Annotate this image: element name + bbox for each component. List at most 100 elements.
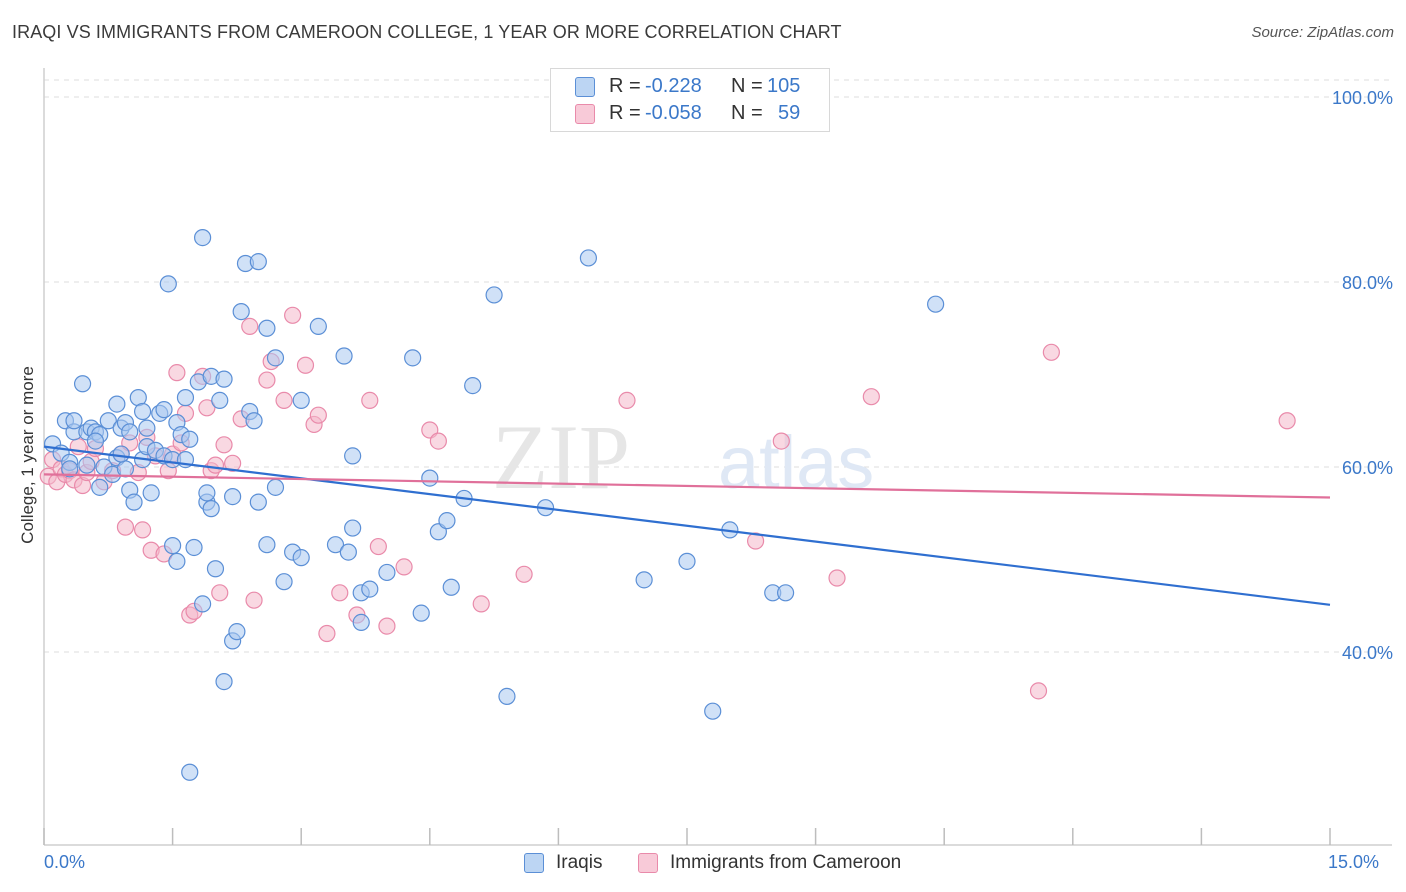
data-point <box>772 432 790 450</box>
data-point <box>704 702 722 720</box>
legend-r-value: -0.058 <box>645 102 702 124</box>
data-point <box>116 518 135 536</box>
data-point <box>258 371 276 389</box>
data-point <box>344 447 362 465</box>
data-point <box>249 493 267 511</box>
data-point <box>194 229 212 247</box>
x-tick-label-min: 0.0% <box>44 852 86 872</box>
data-point <box>206 560 225 578</box>
data-point <box>828 569 846 587</box>
data-point <box>1042 343 1060 361</box>
data-point <box>438 512 456 530</box>
trend-line-cameroon <box>43 473 1331 499</box>
data-point <box>116 460 135 478</box>
data-point <box>352 613 370 632</box>
data-point <box>168 552 186 570</box>
legend-n-value: 105 <box>767 75 801 97</box>
data-point <box>292 549 310 567</box>
data-point <box>133 402 152 421</box>
data-point <box>211 584 229 602</box>
legend-label-cameroon: Immigrants from Cameroon <box>670 852 902 873</box>
data-point <box>91 478 109 496</box>
data-point <box>258 319 276 337</box>
data-point <box>404 349 422 367</box>
data-point <box>211 391 229 409</box>
source-credit: Source: ZipAtlas.com <box>1251 24 1394 41</box>
data-point <box>99 412 117 430</box>
correlation-legend: R = -0.228 N = 105 R = -0.058 N = 59 <box>550 68 830 132</box>
data-point <box>65 412 83 430</box>
legend-n-value: 59 <box>778 102 801 124</box>
data-point <box>78 456 96 474</box>
data-point <box>429 432 447 450</box>
data-point <box>125 493 143 511</box>
data-point <box>927 295 945 313</box>
trend-lines <box>43 445 1331 606</box>
data-point <box>86 432 105 450</box>
data-point <box>249 253 267 271</box>
data-point <box>776 584 795 602</box>
data-point <box>224 488 242 506</box>
data-point <box>326 536 345 554</box>
data-point <box>108 395 126 413</box>
data-point <box>344 519 362 537</box>
data-point <box>232 303 250 321</box>
data-point <box>241 317 259 335</box>
data-point <box>275 391 293 409</box>
data-point <box>331 584 349 602</box>
trend-line-iraqis <box>43 445 1331 606</box>
data-point <box>181 430 199 448</box>
legend-swatch-pink <box>575 104 595 124</box>
data-point <box>485 286 503 304</box>
data-point <box>198 399 216 417</box>
legend-label-iraqis: Iraqis <box>556 852 603 873</box>
data-point <box>266 349 285 367</box>
data-point <box>198 484 216 502</box>
data-point <box>318 624 336 643</box>
data-point <box>412 604 430 622</box>
y-tick-label: 80.0% <box>1342 273 1393 293</box>
data-point <box>1029 682 1048 700</box>
gridlines <box>44 79 1392 653</box>
data-point <box>498 687 516 706</box>
data-point <box>142 484 160 502</box>
data-point <box>206 456 225 474</box>
watermark: ZIP atlas <box>492 406 874 508</box>
watermark-atlas: atlas <box>718 421 874 504</box>
data-point <box>176 389 195 407</box>
data-point <box>395 558 413 576</box>
data-point <box>275 573 293 591</box>
data-point <box>296 356 315 374</box>
data-point <box>361 580 379 598</box>
data-point <box>746 532 765 550</box>
data-point <box>258 536 276 554</box>
data-point <box>369 537 387 556</box>
data-point <box>335 347 353 365</box>
data-point <box>61 460 79 478</box>
y-tick-label: 40.0% <box>1342 643 1393 663</box>
data-point <box>378 563 396 582</box>
data-point <box>159 275 177 293</box>
data-point <box>215 370 233 388</box>
data-point <box>121 423 139 441</box>
data-point <box>266 478 285 496</box>
data-point <box>168 364 186 382</box>
legend-r-value: -0.228 <box>645 75 702 97</box>
data-point <box>155 401 173 419</box>
data-point <box>862 388 880 406</box>
data-point <box>515 565 533 583</box>
data-point <box>339 543 357 561</box>
data-point <box>202 500 220 518</box>
data-point <box>579 249 598 267</box>
y-tick-label: 60.0% <box>1342 458 1393 478</box>
data-point <box>635 571 653 589</box>
data-point <box>185 538 203 557</box>
data-point <box>309 406 327 424</box>
data-point <box>228 623 246 641</box>
data-point <box>138 419 156 437</box>
data-point <box>245 412 263 430</box>
data-point <box>164 537 182 555</box>
data-point <box>378 617 396 635</box>
data-point <box>194 595 212 613</box>
